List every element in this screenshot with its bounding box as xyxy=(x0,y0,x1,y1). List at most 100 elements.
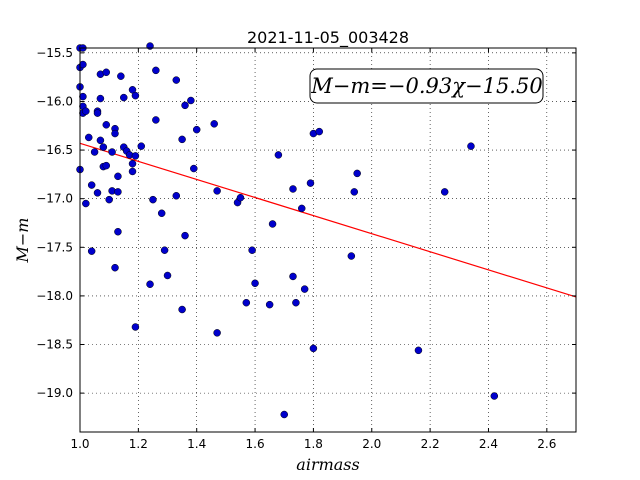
x-tick-label: 1.4 xyxy=(187,437,206,451)
data-point xyxy=(181,231,189,240)
data-point xyxy=(265,300,274,309)
data-point xyxy=(96,136,105,145)
data-point xyxy=(90,148,99,156)
data-point xyxy=(172,192,181,200)
annotation-text: M−m=−0.93χ−15.50 xyxy=(310,74,542,98)
data-point xyxy=(152,66,160,75)
y-tick-label: −17.5 xyxy=(36,240,73,254)
fit-line xyxy=(79,142,577,298)
y-ticks: −15.5 −16.0 −16.5 −17.0 −17.5 −18.0 −18.5 −19.0 xyxy=(36,46,576,400)
data-point xyxy=(181,101,189,110)
data-point xyxy=(93,189,102,197)
data-points xyxy=(76,42,499,419)
x-tick-label: 1.6 xyxy=(246,437,265,451)
data-point xyxy=(289,185,297,193)
data-point xyxy=(146,42,154,50)
data-point xyxy=(315,127,323,136)
data-point xyxy=(280,410,288,419)
data-point xyxy=(93,109,102,117)
data-point xyxy=(248,246,256,254)
y-axis-label: M−m xyxy=(13,218,32,264)
y-tick-label: −19.0 xyxy=(36,386,73,400)
x-axis-label: airmass xyxy=(296,455,359,474)
data-point xyxy=(242,298,251,307)
data-point xyxy=(79,92,87,101)
data-point xyxy=(114,227,122,236)
x-tick-label: 1.8 xyxy=(304,437,323,451)
data-point xyxy=(467,142,475,150)
data-point xyxy=(128,159,137,168)
data-point xyxy=(79,60,87,69)
grid-lines xyxy=(79,48,576,432)
data-point xyxy=(152,116,160,124)
data-point xyxy=(178,305,186,314)
data-point xyxy=(274,151,283,159)
data-point xyxy=(160,246,169,254)
y-tick-label: −15.5 xyxy=(36,46,73,60)
x-tick-label: 2.0 xyxy=(362,437,381,451)
data-point xyxy=(111,263,119,272)
data-point xyxy=(149,195,157,204)
data-point xyxy=(414,346,423,355)
data-point xyxy=(120,93,128,102)
data-point xyxy=(213,329,221,337)
data-point xyxy=(114,188,122,196)
x-tick-label: 2.4 xyxy=(479,437,498,451)
data-point xyxy=(347,252,356,260)
data-point xyxy=(172,76,181,84)
x-ticks: 1.0 1.2 1.4 1.6 1.8 2.0 2.2 2.4 2.6 xyxy=(70,48,556,451)
data-point xyxy=(210,120,218,128)
data-point xyxy=(131,323,140,331)
plot-frame xyxy=(79,47,577,433)
y-tick-label: −17.0 xyxy=(36,192,73,206)
data-point xyxy=(297,204,306,213)
data-point xyxy=(192,125,201,134)
data-point xyxy=(82,199,90,208)
x-tick-label: 2.6 xyxy=(537,437,556,451)
data-point xyxy=(440,188,449,196)
data-point xyxy=(146,280,154,288)
data-point xyxy=(289,272,297,281)
data-point xyxy=(102,121,111,129)
data-point xyxy=(82,107,90,115)
data-point xyxy=(353,169,361,178)
data-point xyxy=(108,148,116,156)
data-point xyxy=(102,161,111,170)
x-tick-label: 2.2 xyxy=(421,437,440,451)
data-point xyxy=(236,193,245,202)
data-point xyxy=(213,187,221,195)
data-point xyxy=(111,129,119,138)
data-point xyxy=(99,143,108,151)
fit-annotation: M−m=−0.93χ−15.50 xyxy=(309,68,544,104)
data-point xyxy=(350,188,359,196)
data-point xyxy=(114,172,122,181)
data-point xyxy=(128,167,137,176)
x-tick-label: 1.0 xyxy=(70,437,89,451)
data-point xyxy=(157,209,166,218)
y-tick-label: −16.0 xyxy=(36,94,73,108)
chart-title: 2021-11-05_003428 xyxy=(247,28,409,48)
y-tick-label: −18.0 xyxy=(36,289,73,303)
data-point xyxy=(490,392,499,400)
data-point xyxy=(96,94,105,103)
data-point xyxy=(292,298,300,307)
data-point xyxy=(137,142,146,150)
data-point xyxy=(268,220,277,228)
data-point xyxy=(87,181,96,189)
data-point xyxy=(131,91,140,100)
data-point xyxy=(178,135,186,144)
data-point xyxy=(190,164,198,173)
data-point xyxy=(105,195,113,204)
data-point xyxy=(131,152,140,160)
x-tick-label: 1.2 xyxy=(129,437,148,451)
data-point xyxy=(117,72,125,80)
plot-background xyxy=(80,48,576,432)
data-point xyxy=(187,96,195,105)
data-point xyxy=(85,133,93,142)
data-point xyxy=(87,247,96,255)
data-point xyxy=(309,344,318,353)
data-point xyxy=(102,68,111,77)
y-tick-label: −16.5 xyxy=(36,143,73,157)
y-tick-label: −18.5 xyxy=(36,338,73,352)
data-point xyxy=(163,271,172,280)
